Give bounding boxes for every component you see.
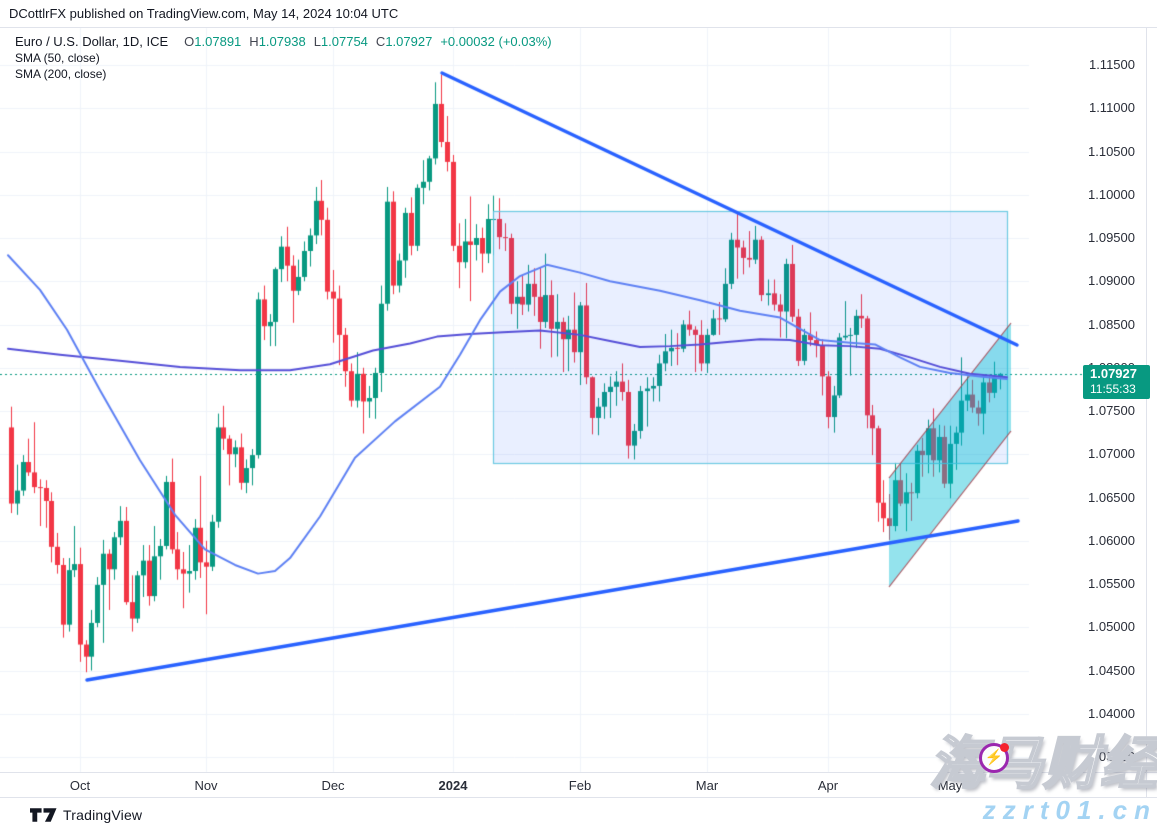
time-scale[interactable]: Oct Nov Dec 2024 Feb Mar Apr May [0, 772, 1157, 798]
footer-bar: TradingView [0, 799, 1157, 836]
x-axis-label: Oct [69, 778, 91, 793]
y-axis-label: 1.11000 [1088, 100, 1135, 116]
y-axis-label: 1.07000 [1088, 446, 1135, 462]
y-axis-label: 1.04500 [1088, 662, 1135, 678]
y-axis-label: 1.10000 [1088, 186, 1135, 202]
x-axis-label: Nov [194, 778, 218, 793]
change-value: +0.00032 (+0.03%) [440, 34, 552, 49]
x-axis-label: Feb [568, 778, 592, 793]
scale-border [1146, 28, 1147, 798]
indicator-legend-sma200[interactable]: SMA (200, close) [15, 66, 552, 82]
publish-line: DCottlrFX published on TradingView.com, … [9, 6, 399, 21]
x-axis-label: Mar [695, 778, 719, 793]
high-label: H [249, 34, 259, 49]
indicator-legend-sma50[interactable]: SMA (50, close) [15, 50, 552, 66]
y-axis-label: 1.03500 [1088, 749, 1135, 764]
y-axis-label: 1.04000 [1088, 705, 1135, 721]
sma50-label: SMA (50, close) [15, 51, 100, 65]
tradingview-brand-text: TradingView [63, 807, 143, 823]
y-axis-label: 1.11500 [1088, 57, 1135, 72]
close-value: 1.07927 [385, 34, 433, 49]
low-label: L [313, 34, 321, 49]
price-label-value: 1.07927 [1090, 366, 1137, 382]
y-axis-label: 1.06000 [1088, 532, 1135, 548]
close-label: C [375, 34, 386, 49]
price-scale[interactable]: 1.11500 1.11000 1.10500 1.10000 1.09500 1.090… [1029, 28, 1147, 772]
y-axis-label: 1.05500 [1088, 576, 1135, 591]
tradingview-logo[interactable]: TradingView [30, 807, 142, 823]
y-axis-label: 1.05000 [1088, 619, 1135, 635]
legend: Euro / U.S. Dollar, 1D, ICE O1.07891 H1.07… [15, 33, 552, 82]
open-value: 1.07891 [194, 34, 242, 49]
sma200-label: SMA (200, close) [15, 67, 107, 81]
symbol-title: Euro / U.S. Dollar, 1D, ICE [15, 34, 169, 49]
x-axis-label: Apr [817, 778, 839, 793]
symbol-legend-row[interactable]: Euro / U.S. Dollar, 1D, ICE O1.07891 H1.07… [15, 33, 552, 50]
price-label-countdown: 11:55:33 [1090, 382, 1136, 397]
x-axis-label: May [937, 778, 963, 793]
x-axis-label: Dec [321, 778, 345, 793]
y-axis-label: 1.10500 [1088, 143, 1135, 159]
high-value: 1.07938 [258, 34, 306, 49]
header-bar: DCottlrFX published on TradingView.com, … [0, 0, 1157, 28]
open-label: O [184, 34, 195, 49]
y-axis-label: 1.06500 [1088, 489, 1135, 505]
tradingview-logo-icon [30, 808, 57, 822]
y-axis-label: 1.08500 [1088, 316, 1135, 332]
price-label: 1.07927 11:55:33 [1083, 365, 1150, 400]
y-axis-label: 1.09000 [1088, 273, 1135, 289]
x-axis-label: 2024 [438, 778, 468, 793]
low-value: 1.07754 [320, 34, 368, 49]
y-axis-label: 1.09500 [1088, 230, 1135, 245]
y-axis-label: 1.07500 [1088, 403, 1135, 418]
